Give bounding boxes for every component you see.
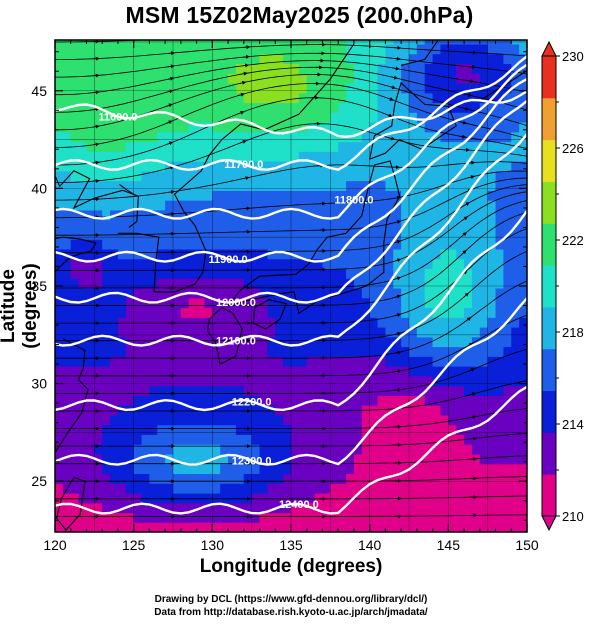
coastlines <box>55 40 527 531</box>
contour-label: 11700.0 <box>224 159 263 171</box>
colorbar: 230 226 222 218 214 210 <box>541 40 584 532</box>
colorbar-tick-label: 214 <box>562 417 584 432</box>
x-tick-label: 120 <box>43 537 67 553</box>
contour-label: 11600.0 <box>98 112 137 124</box>
colorbar-band <box>542 348 556 392</box>
height-contour <box>55 385 527 515</box>
colorbar-tick-label: 226 <box>562 141 584 156</box>
contour-label: 12400.0 <box>279 499 319 511</box>
colorbar-band <box>542 390 556 433</box>
colorbar-bottom-triangle <box>541 515 557 532</box>
colorbar-band <box>542 265 556 308</box>
height-contour <box>55 55 527 172</box>
height-contours: 11600.0 11700.0 11800.0 11900.0 12000.0 12100… <box>55 55 527 515</box>
x-tick-label: 135 <box>279 537 303 553</box>
y-tick-label: 40 <box>31 180 47 196</box>
y-tick-label: 25 <box>31 473 47 489</box>
x-tick-label: 130 <box>201 537 225 553</box>
colorbar-band <box>542 97 556 141</box>
colorbar-tick-label: 222 <box>562 233 584 248</box>
x-tick-label: 140 <box>358 537 382 553</box>
colorbar-top-triangle <box>541 40 557 57</box>
y-tick-label: 30 <box>31 376 47 392</box>
height-contour <box>55 133 527 347</box>
colorbar-tick-label: 230 <box>562 49 584 64</box>
x-axis-label: Longitude (degrees) <box>199 556 383 577</box>
colorbar-band <box>542 181 556 224</box>
colorbar-band <box>542 474 556 517</box>
contour-label: 12100.0 <box>216 336 256 348</box>
colorbar-tick-label: 218 <box>562 325 584 340</box>
contour-label: 12200.0 <box>232 397 272 409</box>
height-contour <box>55 77 527 263</box>
height-contour <box>55 210 527 412</box>
contour-label: 12300.0 <box>232 456 272 468</box>
contour-label: 11800.0 <box>334 194 373 206</box>
height-contour <box>55 63 527 220</box>
height-contour <box>55 90 527 139</box>
x-tick-label: 125 <box>122 537 146 553</box>
x-tick-label: 145 <box>437 537 461 553</box>
credit-data-source: Data from http://database.rish.kyoto-u.a… <box>154 607 428 618</box>
credit-dcl: Drawing by DCL (https://www.gfd-dennou.o… <box>154 594 428 605</box>
wind-streamlines <box>55 40 527 519</box>
colorbar-band <box>542 432 556 475</box>
contour-label: 12000.0 <box>216 297 256 309</box>
x-tick-label: 150 <box>515 537 539 553</box>
colorbar-band <box>542 56 556 99</box>
contour-label: 11900.0 <box>208 254 247 266</box>
y-tick-label: 35 <box>31 278 47 294</box>
colorbar-tick-label: 210 <box>562 509 584 524</box>
map-title: MSM 15Z02May2025 (200.0hPa) <box>125 2 474 28</box>
height-contour <box>55 297 527 466</box>
axis-ticks: 120 125 130 135 140 145 150 25 30 35 40 45 <box>31 40 539 553</box>
colorbar-band <box>542 139 556 182</box>
height-contour <box>55 100 527 304</box>
y-tick-label: 45 <box>31 83 47 99</box>
colorbar-band <box>542 306 556 350</box>
colorbar-band <box>542 223 556 266</box>
